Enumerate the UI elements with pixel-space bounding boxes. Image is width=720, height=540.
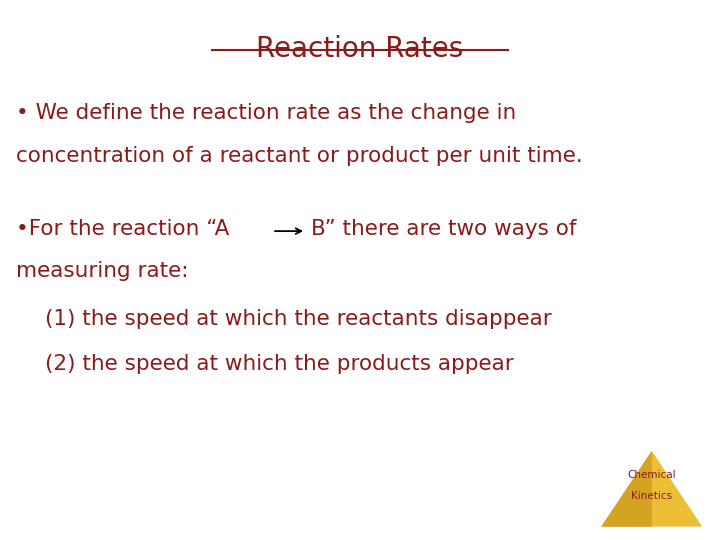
- Polygon shape: [652, 451, 702, 526]
- Text: • We define the reaction rate as the change in: • We define the reaction rate as the cha…: [16, 103, 516, 123]
- Text: (1) the speed at which the reactants disappear: (1) the speed at which the reactants dis…: [45, 309, 552, 329]
- Text: concentration of a reactant or product per unit time.: concentration of a reactant or product p…: [16, 146, 582, 166]
- Polygon shape: [601, 451, 652, 526]
- Text: (2) the speed at which the products appear: (2) the speed at which the products appe…: [45, 354, 513, 374]
- Text: Kinetics: Kinetics: [631, 491, 672, 502]
- Text: Reaction Rates: Reaction Rates: [256, 35, 464, 63]
- Text: •For the reaction “A: •For the reaction “A: [16, 219, 229, 239]
- Text: measuring rate:: measuring rate:: [16, 261, 189, 281]
- Polygon shape: [601, 451, 702, 526]
- Text: Chemical: Chemical: [627, 470, 676, 480]
- Text: B” there are two ways of: B” there are two ways of: [311, 219, 577, 239]
